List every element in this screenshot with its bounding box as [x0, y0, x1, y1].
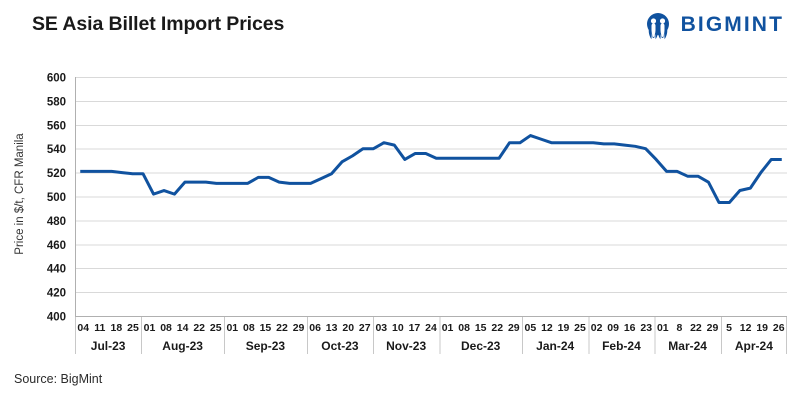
x-axis-month-label: Feb-24: [602, 339, 641, 353]
x-axis-day-tick: 23: [640, 322, 652, 334]
x-axis-month-label: Aug-23: [162, 339, 203, 353]
x-axis-month-label: Dec-23: [461, 339, 501, 353]
x-axis-day-tick: 22: [690, 322, 702, 334]
x-axis-month-label: Mar-24: [668, 339, 707, 353]
x-axis-day-tick: 16: [624, 322, 636, 334]
x-axis-day-tick: 29: [508, 322, 520, 334]
page-title: SE Asia Billet Import Prices: [32, 13, 285, 35]
x-axis-day-tick: 08: [160, 322, 172, 334]
x-axis-day-tick: 19: [558, 322, 570, 334]
x-axis-day-tick: 11: [94, 322, 105, 334]
brand-logo: BIGMINT: [642, 9, 784, 41]
x-axis-month-label: Sep-23: [246, 339, 286, 353]
x-axis-day-tick: 17: [409, 322, 421, 334]
page-header: SE Asia Billet Import Prices BIGMINT: [0, 0, 800, 56]
y-axis-tick: 580: [47, 96, 66, 108]
y-axis-tick: 420: [47, 288, 66, 300]
x-axis-day-tick: 22: [276, 322, 288, 334]
x-axis-month-label: Jul-23: [91, 339, 126, 353]
x-axis-day-tick: 19: [756, 322, 768, 334]
x-axis-day-tick: 25: [574, 322, 586, 334]
y-axis-tick: 440: [47, 264, 66, 276]
data-series-line: [80, 134, 782, 204]
x-axis-day-tick: 13: [326, 322, 338, 334]
x-axis-day-tick: 04: [77, 322, 89, 334]
x-axis-day-tick: 12: [740, 322, 752, 334]
y-axis-tick: 500: [47, 192, 66, 204]
x-axis-day-tick: 14: [177, 322, 189, 334]
x-axis-day-tick: 18: [111, 322, 123, 334]
x-axis-day-tick: 05: [525, 322, 537, 334]
brand-name: BIGMINT: [680, 12, 784, 36]
x-axis-day-tick: 20: [342, 322, 354, 334]
x-axis-month-label: Nov-23: [386, 339, 426, 353]
x-axis-day-tick: 10: [392, 322, 404, 334]
x-axis-day-tick: 02: [591, 322, 603, 334]
x-axis-day-tick: 8: [676, 322, 682, 334]
x-axis-day-tick: 01: [657, 322, 669, 334]
y-axis-tick: 480: [47, 216, 66, 228]
x-axis-day-tick: 29: [707, 322, 719, 334]
y-axis-tick: 540: [47, 144, 66, 156]
x-axis-day-tick: 01: [442, 322, 454, 334]
y-axis-tick: 460: [47, 240, 66, 252]
y-axis-tick: 400: [47, 312, 66, 324]
x-axis-month-label: Apr-24: [735, 339, 773, 353]
x-axis-day-tick: 22: [491, 322, 503, 334]
x-axis-day-tick: 15: [260, 322, 272, 334]
x-axis-month-label: Jan-24: [536, 339, 574, 353]
y-axis-tick: 520: [47, 168, 66, 180]
x-axis-day-tick: 08: [458, 322, 470, 334]
x-axis-day-tick: 5: [726, 322, 732, 334]
x-axis-day-tick: 06: [309, 322, 321, 334]
x-axis-month-label: Oct-23: [321, 339, 359, 353]
x-axis-day-tick: 27: [359, 322, 371, 334]
x-axis-day-tick: 25: [210, 322, 222, 334]
x-axis-day-tick: 01: [144, 322, 156, 334]
x-axis-day-tick: 12: [541, 322, 553, 334]
y-axis-tick: 560: [47, 120, 66, 132]
x-axis-day-tick: 22: [193, 322, 205, 334]
source-note: Source: BigMint: [14, 372, 103, 386]
x-axis-day-tick: 03: [375, 322, 387, 334]
x-axis-day-tick: 08: [243, 322, 255, 334]
x-axis-day-tick: 24: [425, 322, 437, 334]
chart-area: Price in $/t, CFR Manila 600 580 560 540 520…: [0, 56, 800, 361]
x-axis-day-tick: 01: [226, 322, 238, 334]
x-axis-day-tick: 29: [293, 322, 305, 334]
x-axis-day-tick: 15: [475, 322, 487, 334]
x-axis-day-tick: 26: [773, 322, 785, 334]
x-axis-day-tick: 25: [127, 322, 139, 334]
x-axis-day-tick: 09: [607, 322, 619, 334]
bigmint-people-circle-icon: [646, 13, 669, 40]
y-axis-tick: 600: [47, 73, 66, 85]
